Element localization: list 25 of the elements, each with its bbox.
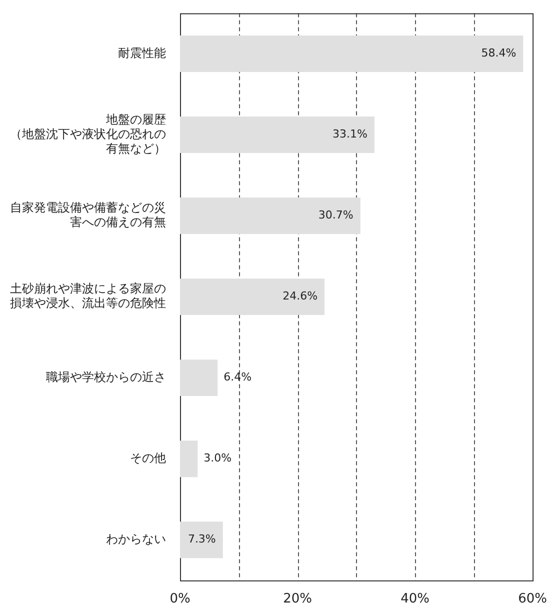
data-label: 33.1% bbox=[332, 128, 368, 141]
data-label: 6.4% bbox=[224, 370, 252, 384]
data-label: 7.3% bbox=[188, 532, 216, 546]
data-label: 24.6% bbox=[282, 290, 318, 303]
y-tick-label: その他 bbox=[130, 450, 166, 465]
x-tick-label: 60% bbox=[518, 592, 548, 607]
x-tick-label: 20% bbox=[283, 592, 312, 607]
bar bbox=[180, 278, 325, 316]
bar bbox=[180, 116, 374, 153]
bar bbox=[180, 440, 198, 478]
x-tick-label: 0% bbox=[170, 592, 190, 607]
y-tick-label: 土砂崩れや津波による家屋の損壊や浸水、流出等の危険性 bbox=[10, 282, 166, 310]
y-tick-label: 耐震性能 bbox=[118, 46, 166, 60]
x-tick-label: 40% bbox=[400, 592, 430, 607]
data-label: 30.7% bbox=[318, 208, 354, 222]
data-label: 3.0% bbox=[204, 452, 232, 465]
bar bbox=[180, 360, 218, 396]
bar bbox=[180, 522, 223, 558]
y-tick-label: 自家発電設備や備蓄などの災害への備えの有無 bbox=[10, 200, 166, 230]
bar bbox=[180, 198, 360, 234]
y-tick-label: 職場や学校からの近さ bbox=[46, 370, 166, 384]
y-tick-label: 地盤の履歴（地盤沈下や液状化の恐れの有無など） bbox=[10, 112, 166, 156]
bar bbox=[180, 35, 524, 72]
y-tick-label: わからない bbox=[106, 532, 166, 546]
data-label: 58.4% bbox=[481, 46, 516, 60]
